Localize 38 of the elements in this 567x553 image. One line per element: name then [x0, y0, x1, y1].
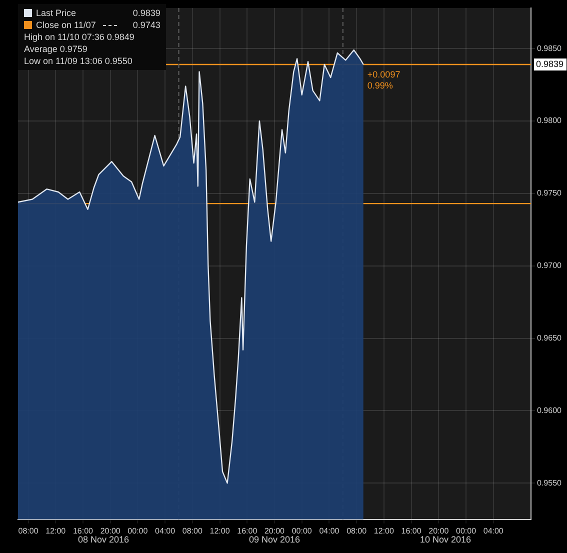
y-tick-label: 0.9550 [537, 478, 562, 488]
annotation: Average 0.9759 [24, 43, 88, 55]
x-tick-label: 12:00 [46, 526, 66, 536]
annotation: Low on 11/09 13:06 0.9550 [24, 55, 132, 67]
x-tick-label: 12:00 [210, 526, 230, 536]
x-tick-label: 08:00 [346, 526, 368, 536]
x-tick-label: 08:00 [182, 526, 203, 536]
x-tick-label: 20:00 [428, 526, 450, 536]
text: 0.9839 [536, 58, 564, 69]
annotation: 0.9839 [132, 7, 160, 19]
annotation: +0.0097 [367, 69, 400, 80]
x-tick-label: 16:00 [72, 526, 94, 536]
legend-label: Close on 11/07 [36, 19, 96, 31]
y-tick-label: 0.9850 [537, 44, 562, 53]
x-tick-label: 08:00 [18, 526, 39, 536]
x-tick-label: 04:00 [483, 526, 504, 536]
x-tick-label: 04:00 [319, 526, 340, 536]
x-tick-label: 12:00 [374, 526, 394, 536]
text: 10 Nov 2016 [420, 534, 472, 544]
x-tick-label: 00:00 [456, 526, 477, 536]
y-tick-label: 0.9800 [537, 116, 562, 126]
y-tick-label: 0.9650 [537, 334, 562, 343]
x-tick-label: 00:00 [292, 526, 312, 536]
annotation: 0.9743 [132, 19, 160, 31]
annotation: High on 11/10 07:36 0.9849 [24, 31, 134, 43]
x-tick-label: 16:00 [401, 526, 422, 536]
x-tick-label: 16:00 [237, 526, 258, 536]
text: 09 Nov 2016 [248, 534, 300, 544]
y-tick-label: 0.9700 [537, 261, 562, 270]
text: 08 Nov 2016 [78, 534, 130, 544]
annotation: 0.99% [367, 80, 393, 90]
y-tick-label: 0.9600 [537, 406, 562, 415]
x-tick-label: 00:00 [128, 526, 148, 536]
x-tick-label: 04:00 [155, 526, 176, 536]
x-tick-label: 20:00 [100, 526, 121, 536]
y-tick-label: 0.9750 [537, 188, 562, 198]
legend-label: Last Price [36, 7, 76, 19]
x-tick-label: 20:00 [264, 526, 286, 536]
